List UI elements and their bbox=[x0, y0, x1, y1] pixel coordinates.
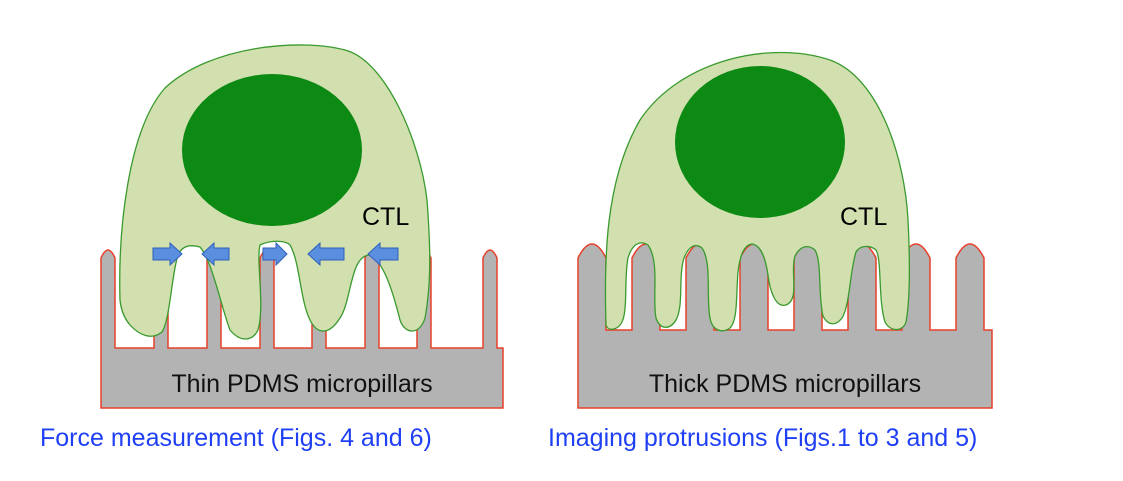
arrow-icon bbox=[307, 241, 345, 267]
arrow-icon bbox=[201, 241, 230, 267]
right-panel: CTL Thick PDMS micropillars bbox=[577, 51, 993, 409]
left-force-arrows bbox=[152, 241, 399, 267]
right-cell-label: CTL bbox=[840, 203, 887, 231]
arrow-icon bbox=[152, 241, 183, 267]
left-cell-label: CTL bbox=[362, 203, 409, 231]
left-caption: Force measurement (Figs. 4 and 6) bbox=[40, 424, 432, 452]
right-caption: Imaging protrusions (Figs.1 to 3 and 5) bbox=[548, 424, 978, 452]
right-nucleus bbox=[675, 66, 845, 218]
arrow-icon bbox=[367, 241, 399, 267]
left-substrate-label: Thin PDMS micropillars bbox=[171, 370, 432, 398]
left-nucleus bbox=[182, 74, 362, 226]
arrow-icon bbox=[262, 241, 288, 267]
right-substrate-label: Thick PDMS micropillars bbox=[649, 370, 921, 398]
left-panel: CTL Thin PDMS micropillars bbox=[100, 44, 504, 409]
